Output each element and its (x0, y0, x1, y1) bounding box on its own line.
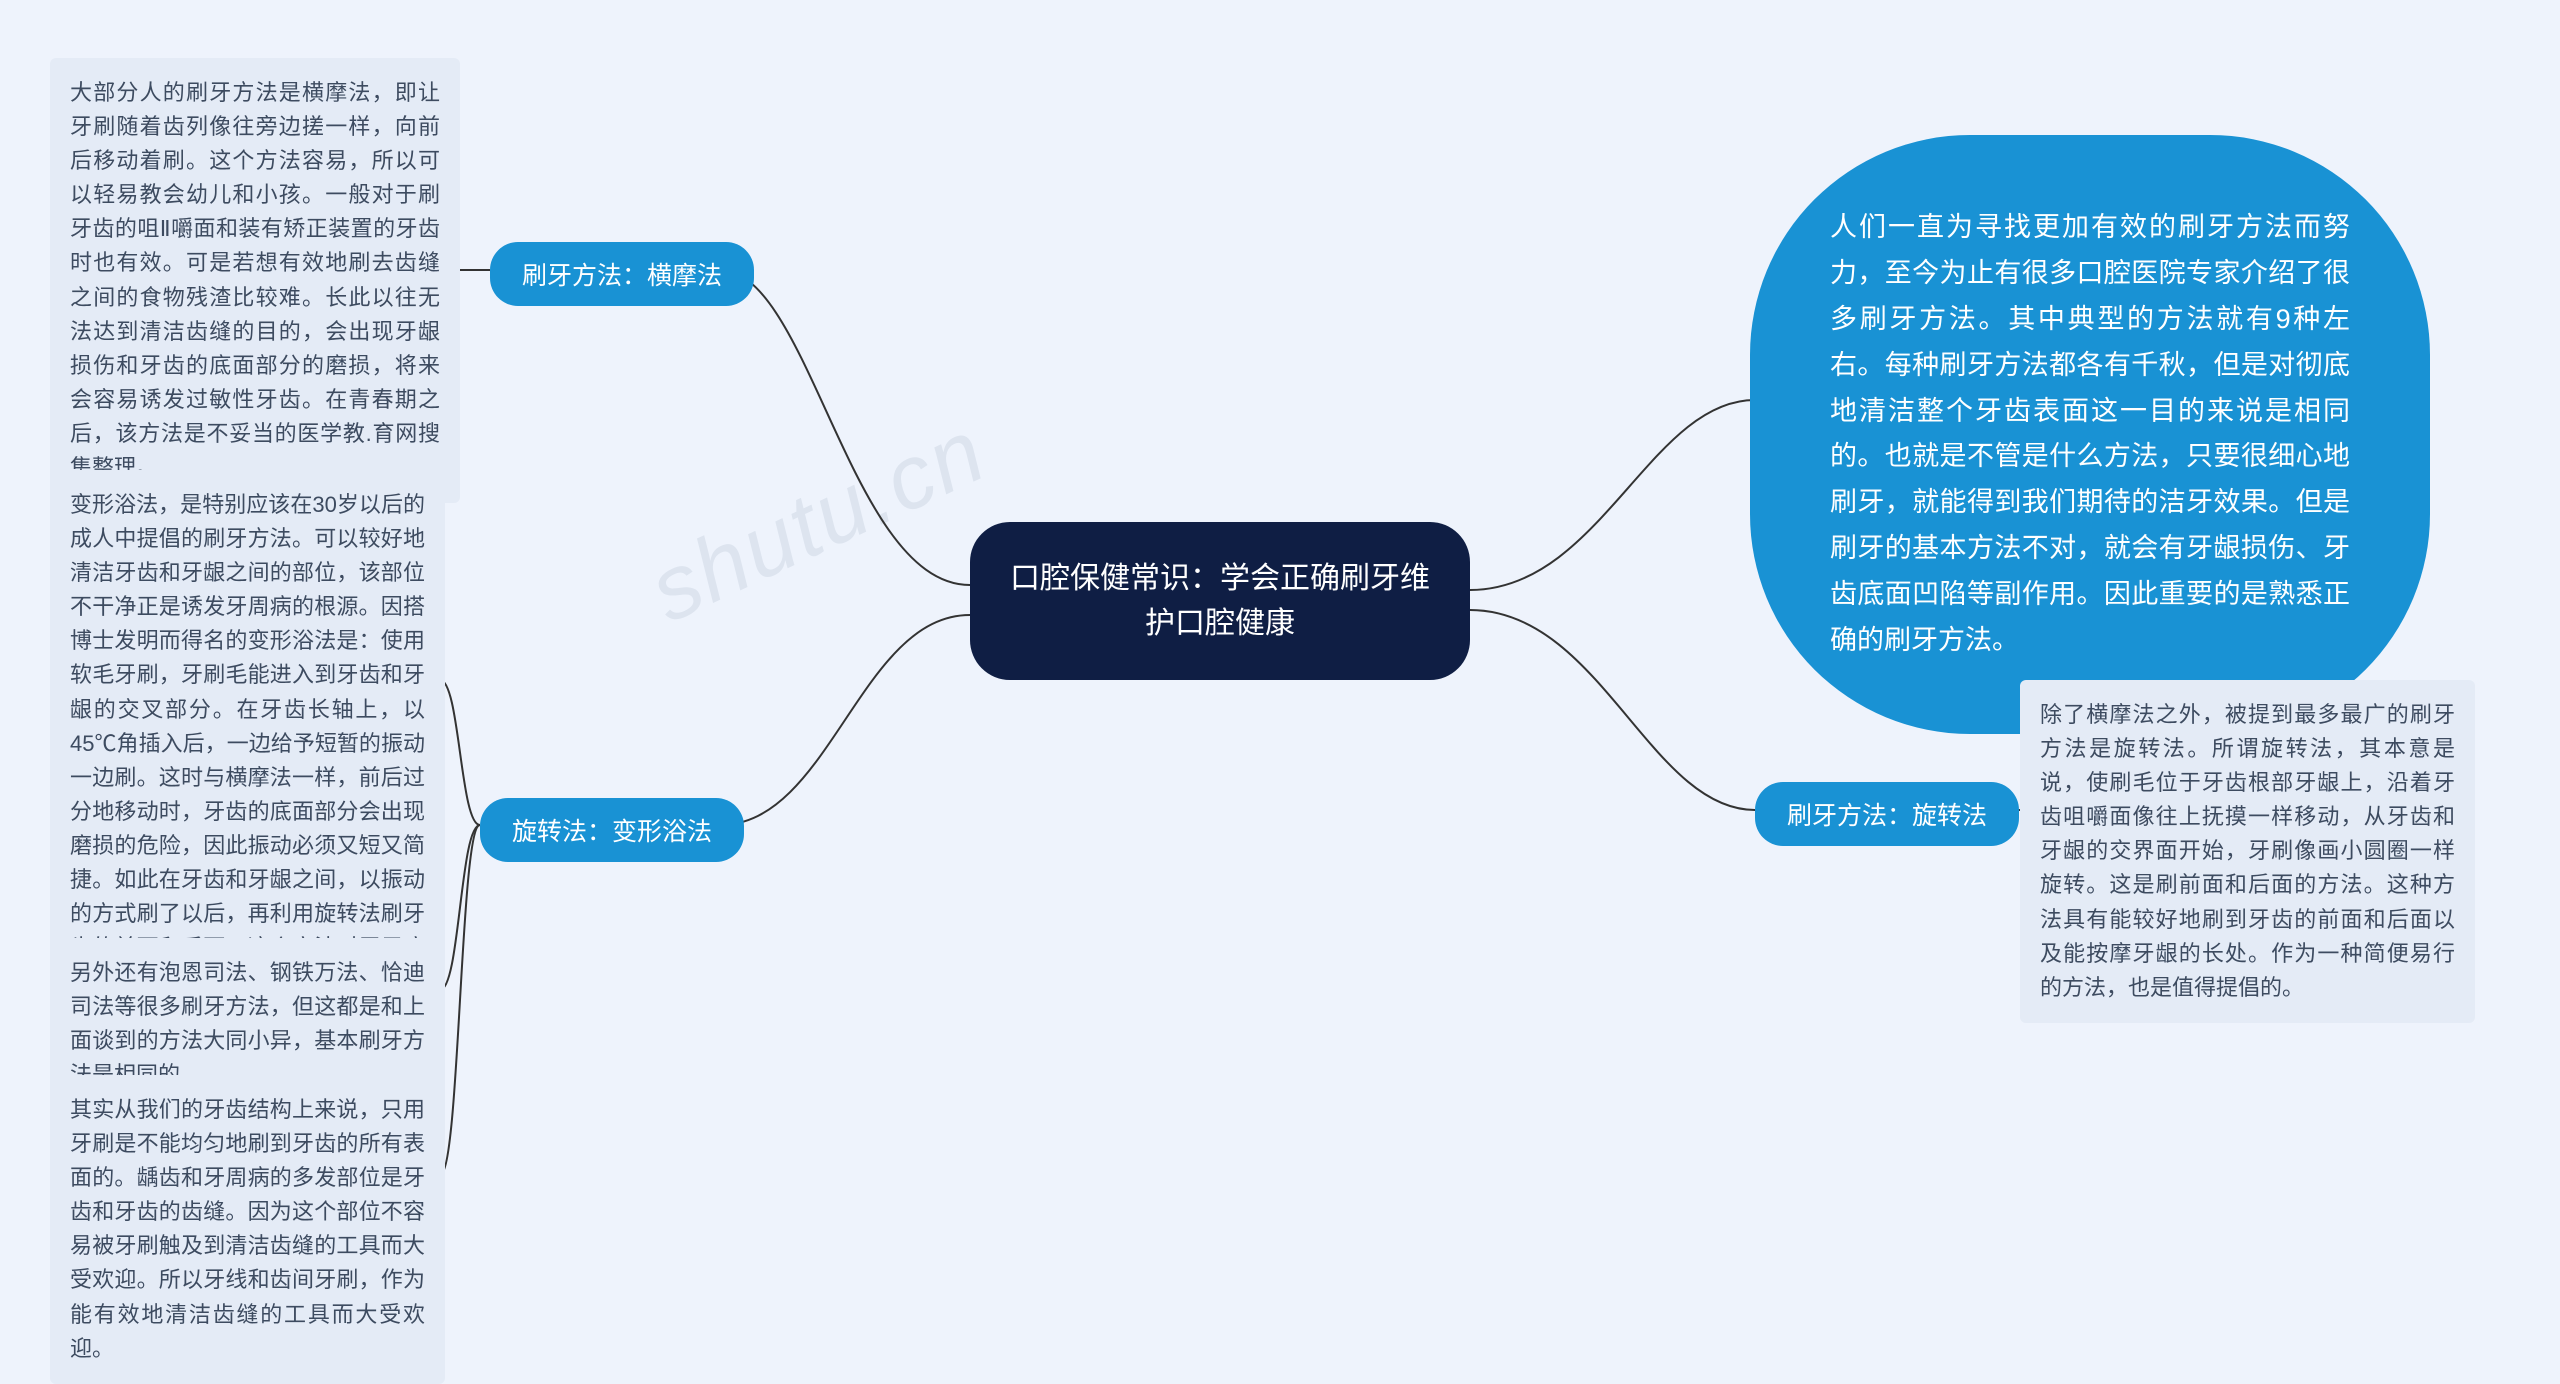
leaf-bianxing-2[interactable]: 其实从我们的牙齿结构上来说，只用牙刷是不能均匀地刷到牙齿的所有表面的。龋齿和牙周… (50, 1075, 445, 1384)
leaf-xuanzhuan[interactable]: 除了横摩法之外，被提到最多最广的刷牙方法是旋转法。所谓旋转法，其本意是说，使刷毛… (2020, 680, 2475, 1023)
leaf-hengmo[interactable]: 大部分人的刷牙方法是横摩法，即让牙刷随着齿列像往旁边搓一样，向前后移动着刷。这个… (50, 58, 460, 503)
branch-bianxing[interactable]: 旋转法：变形浴法 (480, 798, 744, 862)
branch-hengmo[interactable]: 刷牙方法：横摩法 (490, 242, 754, 306)
center-topic[interactable]: 口腔保健常识：学会正确刷牙维护口腔健康 (970, 522, 1470, 680)
branch-xuanzhuan[interactable]: 刷牙方法：旋转法 (1755, 782, 2019, 846)
intro-bubble[interactable]: 人们一直为寻找更加有效的刷牙方法而努力，至今为止有很多口腔医院专家介绍了很多刷牙… (1750, 135, 2430, 734)
watermark-shutu: shutu.cn (635, 400, 1001, 644)
